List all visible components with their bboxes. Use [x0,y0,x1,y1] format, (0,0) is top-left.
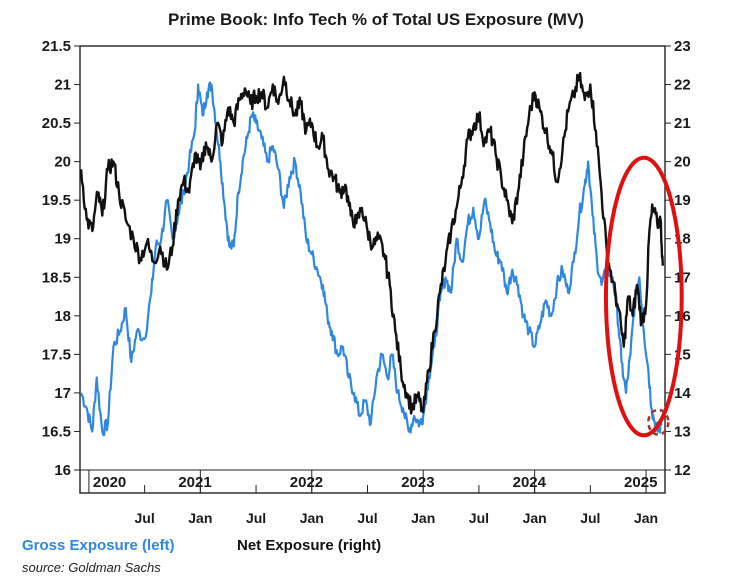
highlight-ellipse [603,155,684,438]
year-label: 2021 [178,474,211,491]
series-layer [79,71,664,437]
right-tick-label: 22 [674,77,691,94]
x-axis: Jul Jan Jul Jan Jul Jan Jul Jan Jul Jan 2020 2021 20… [88,470,658,526]
year-label: 2024 [513,474,547,491]
watermark-text: POSTED BY @KOBEISSILETTER [90,449,341,466]
month-tick-label: Jan [634,510,658,526]
series-gross-exposure-line [80,81,663,437]
year-label: 2020 [93,474,126,491]
month-tick-label: Jul [469,510,489,526]
plot-frame [79,45,666,494]
left-tick-label: 21 [54,77,71,94]
month-tick-label: Jul [357,510,377,526]
left-tick-label: 16.5 [42,423,71,440]
left-tick-label: 20.5 [42,115,71,132]
left-tick-label: 21.5 [42,38,71,55]
left-axis: 21.5 21 20.5 20 19.5 19 18.5 18 17.5 17 16.5 16 [42,38,80,479]
legend-net-exposure: Net Exposure (right) [237,537,381,554]
left-tick-label: 18 [54,308,71,325]
month-tick-label: Jul [580,510,600,526]
highlight-dashed-circle [647,408,670,436]
legend-gross-exposure: Gross Exposure (left) [22,537,175,554]
month-tick-label: Jan [523,510,547,526]
left-tick-label: 16 [54,462,71,479]
right-tick-label: 12 [674,462,691,479]
year-label: 2022 [290,474,323,491]
source-note: source: Goldman Sachs [22,560,161,575]
left-tick-label: 17.5 [42,346,71,363]
month-tick-label: Jan [300,510,324,526]
month-tick-label: Jan [188,510,212,526]
month-tick-label: Jul [246,510,266,526]
series-net-exposure-line [79,71,664,415]
chart-title: Prime Book: Info Tech % of Total US Expo… [168,10,584,29]
annotation-layer [603,155,684,438]
left-tick-label: 17 [54,385,71,402]
right-tick-label: 13 [674,423,691,440]
left-tick-label: 18.5 [42,269,71,286]
year-label: 2023 [401,474,434,491]
left-tick-label: 19.5 [42,192,71,209]
left-tick-label: 20 [54,154,71,171]
right-tick-label: 23 [674,38,691,55]
right-tick-label: 20 [674,154,691,171]
right-tick-label: 19 [674,192,691,209]
left-tick-label: 19 [54,231,71,248]
right-tick-label: 14 [674,385,691,402]
plot-border [79,45,666,494]
month-tick-label: Jul [135,510,155,526]
right-tick-label: 21 [674,115,691,132]
year-label: 2025 [624,474,657,491]
month-tick-label: Jan [411,510,435,526]
